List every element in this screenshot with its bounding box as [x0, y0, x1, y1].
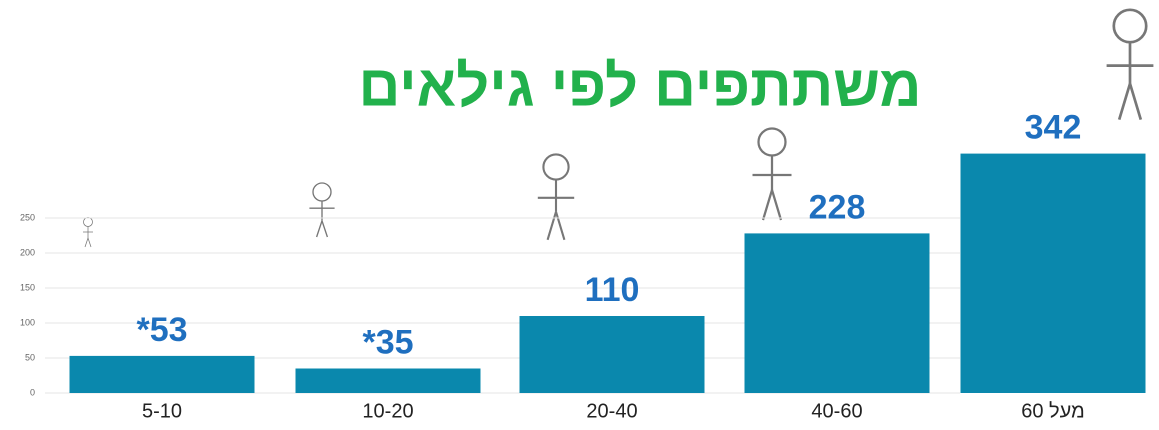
value-label: *53 — [136, 311, 187, 349]
bar — [296, 369, 481, 394]
x-tick-label: 10-20 — [362, 400, 413, 422]
bar — [520, 316, 705, 393]
value-label: 342 — [1025, 109, 1082, 147]
x-tick-label: 5-10 — [142, 400, 182, 422]
x-tick-label: מעל 60 — [1021, 400, 1085, 422]
y-tick-label: 250 — [20, 212, 35, 222]
y-tick-label: 100 — [20, 317, 35, 327]
bar — [70, 356, 255, 393]
x-tick-label: 40-60 — [811, 400, 862, 422]
page: {"chart_data": {"type": "bar", "title": … — [0, 0, 1159, 430]
x-tick-label: 20-40 — [586, 400, 637, 422]
y-tick-label: 150 — [20, 282, 35, 292]
chart-title: משתתפים לפי גילאים — [358, 53, 921, 118]
value-label: 110 — [585, 271, 640, 309]
y-tick-label: 0 — [30, 387, 35, 397]
chart: משתתפים לפי גילאים 0 50 100 150 200 250 5-10 *5… — [0, 0, 1159, 430]
value-label: 228 — [809, 188, 866, 226]
y-tick-label: 50 — [25, 352, 35, 362]
bar — [961, 154, 1146, 393]
value-label: *35 — [362, 323, 413, 361]
y-tick-label: 200 — [20, 247, 35, 257]
bar — [745, 233, 930, 393]
